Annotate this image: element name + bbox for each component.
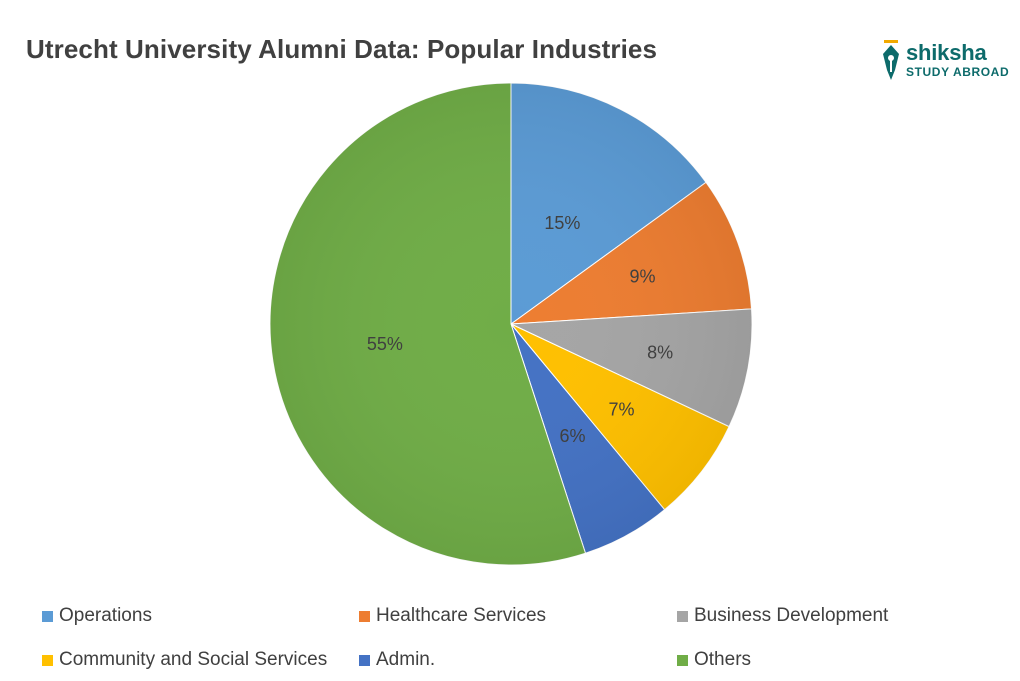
legend-swatch — [677, 610, 688, 622]
slice-data-label: 6% — [560, 426, 586, 446]
logo-wordmark: shiksha — [906, 40, 987, 65]
legend-swatch — [677, 654, 688, 666]
legend-label: Others — [694, 649, 752, 670]
legend-item[interactable]: Healthcare Services — [359, 604, 546, 628]
legend-item[interactable]: Operations — [42, 604, 152, 628]
chart-title: Utrecht University Alumni Data: Popular … — [26, 34, 658, 64]
slice-data-label: 15% — [544, 213, 580, 233]
slice-data-label: 55% — [367, 334, 403, 354]
legend-item[interactable]: Community and Social Services — [42, 648, 327, 672]
legend-item[interactable]: Others — [677, 648, 751, 672]
legend-label: Community and Social Services — [59, 649, 328, 670]
legend-swatch — [42, 654, 53, 666]
pen-nib-icon — [883, 40, 899, 80]
legend-swatch — [359, 654, 370, 666]
chart-legend: Operations Healthcare Services Business De… — [0, 600, 1020, 680]
legend-swatch — [359, 610, 370, 622]
legend-item[interactable]: Business Development — [677, 604, 888, 628]
pie-chart: 15% 9% 8% 7% 6% 55% — [269, 82, 753, 566]
legend-label: Business Development — [694, 605, 889, 626]
logo-subtitle: STUDY ABROAD — [906, 65, 1010, 79]
slice-data-label: 7% — [608, 400, 634, 420]
legend-label: Admin. — [376, 649, 436, 670]
slice-data-label: 9% — [630, 267, 656, 287]
legend-swatch — [42, 610, 53, 622]
legend-item[interactable]: Admin. — [359, 648, 435, 672]
legend-label: Operations — [59, 605, 152, 626]
slice-data-label: 8% — [647, 342, 673, 362]
legend-label: Healthcare Services — [376, 605, 547, 626]
shiksha-logo[interactable]: shiksha STUDY ABROAD — [880, 40, 1012, 84]
